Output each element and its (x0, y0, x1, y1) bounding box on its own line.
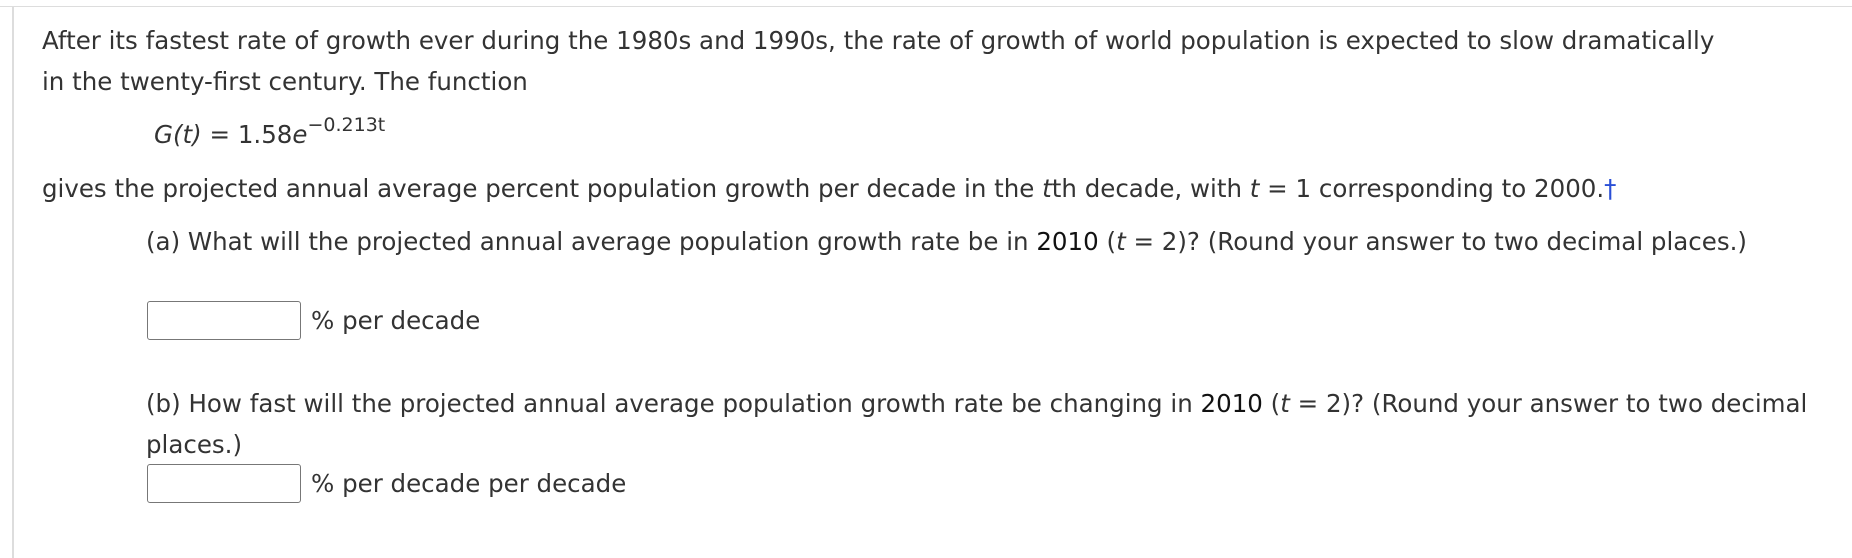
question-year: 2010 (1036, 227, 1099, 256)
sentence-variable: t (1042, 174, 1052, 203)
formula-exponent: −0.213t (307, 114, 386, 136)
footnote-marker[interactable]: † (1604, 174, 1617, 203)
question-text: (b) How fast will the projected annual a… (146, 389, 1201, 418)
part-a-question: (a) What will the projected annual avera… (146, 221, 1846, 262)
question-text: ( (1098, 227, 1117, 256)
sentence-text: = 1 corresponding to 2000. (1259, 174, 1605, 203)
part-a-answer: % per decade (147, 300, 480, 341)
question-variable: t (1280, 389, 1290, 418)
part-b-question: (b) How fast will the projected annual a… (146, 383, 1846, 465)
answer-unit: % per decade per decade (311, 469, 627, 498)
formula-equals: = (209, 120, 231, 149)
formula-base: e (292, 120, 308, 149)
formula: G(t) = 1.58e−0.213t (154, 114, 385, 155)
intro: After its fastest rate of growth ever du… (42, 26, 1715, 96)
formula-lhs: G(t) (154, 120, 202, 149)
sentence: gives the projected annual average perce… (42, 168, 1832, 209)
question-year: 2010 (1200, 389, 1263, 418)
question-text: = 2)? (Round your answer to two decimal … (146, 389, 1808, 459)
formula-coefficient: 1.58 (237, 120, 293, 149)
question-text: = 2)? (Round your answer to two decimal … (1125, 227, 1747, 256)
question-variable: t (1116, 227, 1126, 256)
sentence-text: gives the projected annual average perce… (42, 174, 1043, 203)
sentence-variable: t (1249, 174, 1260, 203)
answer-unit: % per decade (311, 306, 481, 335)
answer-input[interactable] (147, 464, 301, 503)
answer-input[interactable] (147, 301, 301, 340)
left-border (12, 6, 14, 558)
question-text: (a) What will the projected annual avera… (146, 227, 1037, 256)
question-text: ( (1262, 389, 1281, 418)
top-border (0, 6, 1852, 7)
sentence-text: th decade, with (1051, 174, 1250, 203)
part-b-answer: % per decade per decade (147, 463, 626, 504)
